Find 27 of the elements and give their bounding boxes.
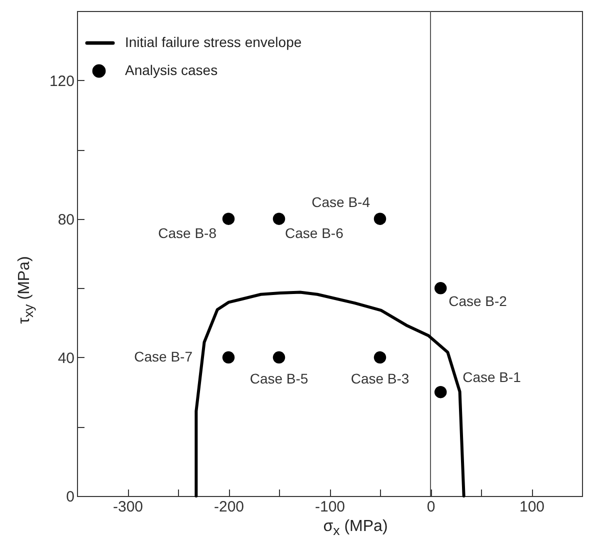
point <box>272 212 286 225</box>
point <box>222 212 235 225</box>
annotation: Case B-2 <box>448 293 508 310</box>
y-tick-label: 40 <box>58 350 74 367</box>
x-axis-title: σ$_{x}$ (MPa) <box>322 518 389 538</box>
legend-label: Initial failure stress envelope <box>125 34 302 50</box>
y-tick-label: 120 <box>49 72 74 90</box>
point <box>222 351 235 364</box>
x-tick-label: -300 <box>112 498 144 516</box>
legend-label: Analysis cases <box>125 62 218 78</box>
x-tick-label: 0 <box>426 498 436 516</box>
annotation: Case B-5 <box>250 370 308 386</box>
x-tick-label: -100 <box>314 498 346 516</box>
point <box>374 351 386 364</box>
annotation: Case B-6 <box>285 224 344 241</box>
annotation: Case B-4 <box>312 194 370 210</box>
x-tick-label: 100 <box>519 498 545 516</box>
y-tick-label: 80 <box>58 211 74 228</box>
x-tick-label: -200 <box>214 498 244 516</box>
point <box>434 282 447 294</box>
annotation: Case B-8 <box>158 224 217 241</box>
annotation: Case B-1 <box>462 369 522 386</box>
annotation: Case B-3 <box>350 370 410 386</box>
point <box>434 386 447 398</box>
point <box>272 351 286 364</box>
point <box>374 212 386 225</box>
annotation: Case B-7 <box>134 348 193 364</box>
